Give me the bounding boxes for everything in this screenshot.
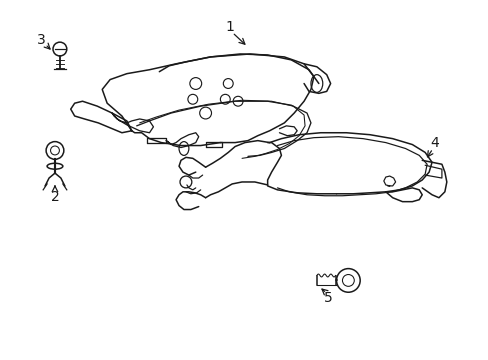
Text: 5: 5 xyxy=(324,291,332,305)
Text: 4: 4 xyxy=(430,136,439,150)
Text: 2: 2 xyxy=(50,190,59,204)
Text: 1: 1 xyxy=(225,21,234,35)
Text: 3: 3 xyxy=(37,33,45,47)
